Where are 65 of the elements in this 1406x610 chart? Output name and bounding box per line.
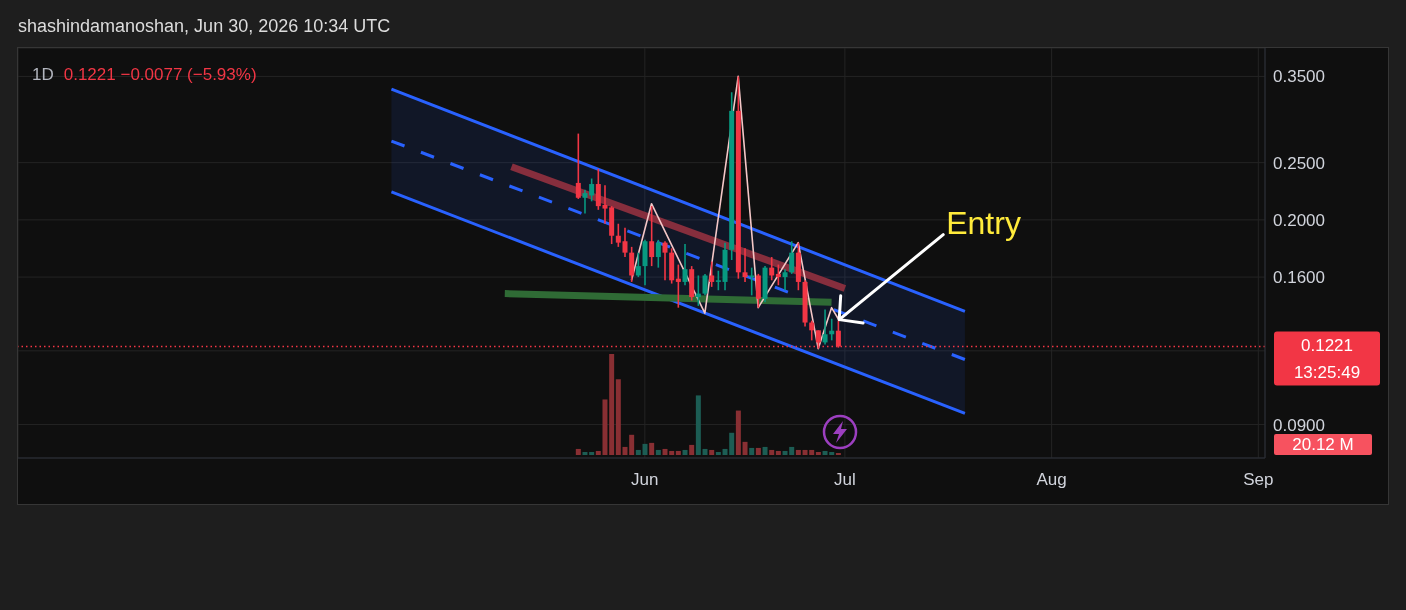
bar [695,395,701,455]
bar [635,449,641,455]
bar [735,410,741,455]
text: shashindamanoshan, Jun 30, 2026 10:34 UTC [18,16,391,36]
bar [762,446,768,455]
bar [749,447,755,455]
x-tick-label: Jul [834,470,856,490]
candlestick [649,205,655,267]
candlestick [775,263,781,287]
bar [775,450,781,455]
annotation: Entry [946,204,1021,241]
bar [575,448,581,455]
bar [682,449,688,455]
candlestick [755,273,761,309]
y-tick-label: 0.0900 [1273,415,1325,435]
bar [629,434,635,455]
candlestick [589,177,595,203]
candlestick [582,188,588,215]
ref-line-label: 0.1221 [1301,335,1353,355]
bar [689,444,695,455]
candlestick [702,273,708,297]
bar [715,451,721,455]
x-tick-label: Aug [1036,470,1067,490]
bar [649,442,655,455]
y-tick-label: 0.2000 [1273,210,1325,230]
candlestick [682,243,688,287]
candlestick [575,132,581,200]
candlestick [655,239,661,269]
candlestick [675,263,681,309]
bar [755,447,761,455]
y-tick-label: 0.2500 [1273,153,1325,173]
text: 13:25:49 [1293,362,1361,382]
bar [582,451,588,455]
candlestick [749,266,755,297]
candlestick [809,319,815,342]
candlestick [635,251,641,278]
candlestick [789,240,795,275]
bar [675,450,681,455]
bar [702,448,708,455]
bar [769,449,775,455]
candlestick [769,256,775,282]
candlestick [629,246,635,283]
text: 1D [32,65,54,85]
line-series [630,75,840,350]
y-tick-label: 0.1600 [1273,268,1325,288]
candlestick [822,308,828,346]
bar [835,452,841,455]
bar [642,443,648,455]
text: 20.12 M [1292,435,1354,454]
bar [742,441,748,455]
bar [609,354,615,455]
y-tick-label: 0.3500 [1273,67,1325,87]
candlestick [662,240,668,282]
text: 0.1221 −0.0077 (−5.93%) [63,65,257,85]
bar [709,449,715,455]
candlestick [715,269,721,292]
candlestick [742,247,748,283]
candlestick [782,268,788,292]
bar [589,451,595,455]
bar [815,451,821,455]
x-tick-label: Sep [1243,470,1274,490]
bar [795,449,801,455]
x-tick-label: Jun [631,470,659,490]
bar [655,449,661,455]
candlestick [709,260,715,288]
